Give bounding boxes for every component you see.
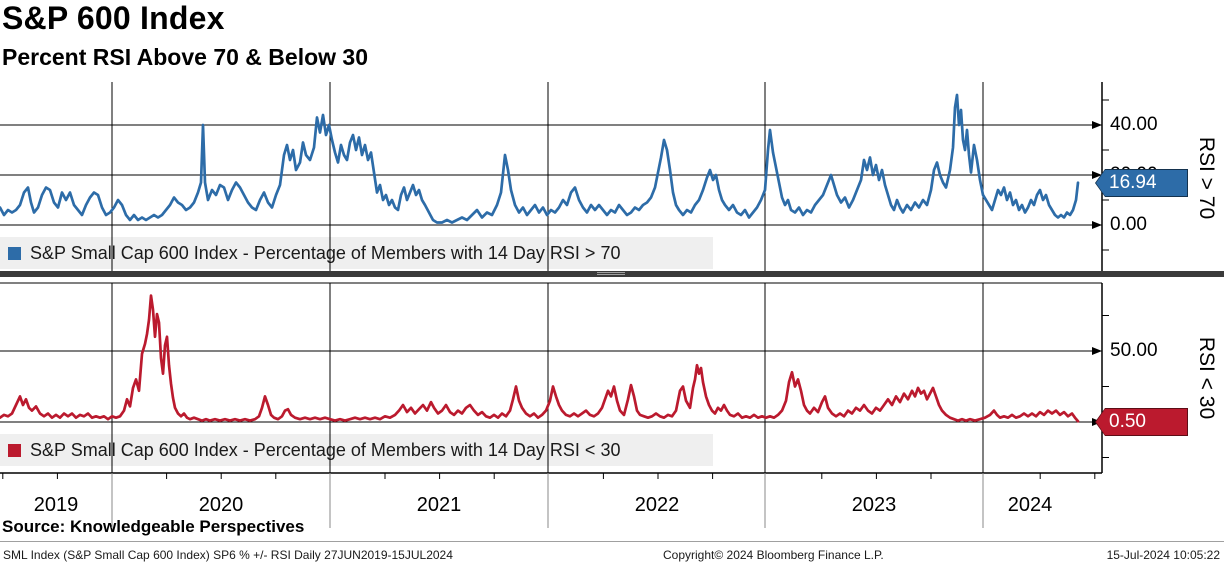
footer-security-info: SML Index (S&P Small Cap 600 Index) SP6 … bbox=[3, 548, 453, 562]
footer-bar: SML Index (S&P Small Cap 600 Index) SP6 … bbox=[0, 541, 1224, 566]
legend-swatch-blue bbox=[8, 246, 21, 260]
legend-rsi-above-70[interactable]: S&P Small Cap 600 Index - Percentage of … bbox=[0, 237, 713, 269]
footer-timestamp: 15-Jul-2024 10:05:22 bbox=[1106, 548, 1220, 562]
x-tick-label-2024: 2024 bbox=[1007, 494, 1053, 516]
last-value-text-rsi-below-30: 0.50 bbox=[1096, 409, 1187, 435]
right-axis-title-rsi-below-30: RSI < 30 bbox=[1195, 336, 1218, 420]
footer-copyright: Copyright© 2024 Bloomberg Finance L.P. bbox=[663, 548, 884, 562]
right-axis-title-rsi-above-70: RSI > 70 bbox=[1195, 136, 1218, 220]
legend-rsi-below-30[interactable]: S&P Small Cap 600 Index - Percentage of … bbox=[0, 434, 713, 466]
x-tick-label-2022: 2022 bbox=[634, 494, 680, 516]
panel-separator bbox=[0, 271, 1224, 277]
y-tick-label-50.00: 50.00 bbox=[1110, 340, 1158, 361]
x-tick-label-2020: 2020 bbox=[198, 494, 244, 516]
page-subtitle: Percent RSI Above 70 & Below 30 bbox=[2, 44, 369, 70]
legend-label-rsi-below-30: S&P Small Cap 600 Index - Percentage of … bbox=[30, 439, 621, 460]
x-tick-label-2019: 2019 bbox=[33, 494, 79, 516]
x-tick-label-2021: 2021 bbox=[416, 494, 462, 516]
x-tick-label-2023: 2023 bbox=[851, 494, 897, 516]
source-line: Source: Knowledgeable Perspectives bbox=[2, 517, 305, 536]
legend-label-rsi-above-70: S&P Small Cap 600 Index - Percentage of … bbox=[30, 242, 621, 263]
legend-swatch-red bbox=[8, 443, 21, 457]
separator-grip-handle[interactable] bbox=[597, 272, 625, 276]
y-tick-label-40.00: 40.00 bbox=[1110, 114, 1158, 135]
last-value-text-rsi-above-70: 16.94 bbox=[1096, 170, 1187, 196]
last-value-tag-rsi-below-30: 0.50 bbox=[1095, 408, 1188, 436]
last-value-tag-rsi-above-70: 16.94 bbox=[1095, 169, 1188, 197]
page-title: S&P 600 Index bbox=[2, 0, 225, 36]
y-tick-label-0.00: 0.00 bbox=[1110, 214, 1147, 235]
